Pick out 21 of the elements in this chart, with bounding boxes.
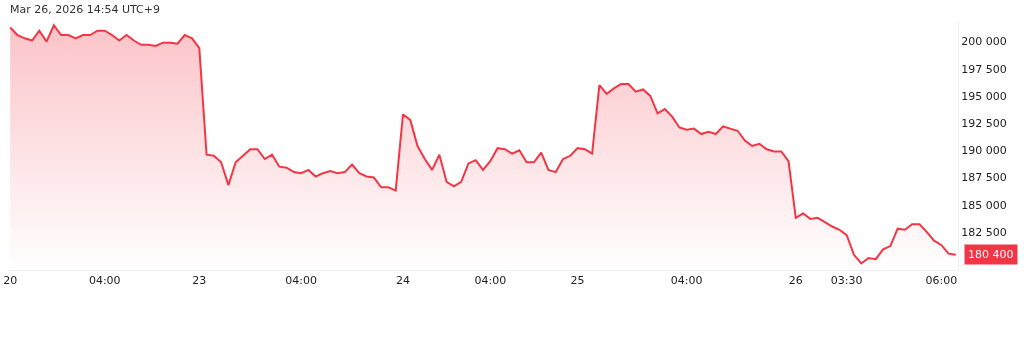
x-tick-label: 06:00 [925, 274, 958, 288]
x-tick-label: 20 [3, 274, 18, 288]
y-tick-label: 200 000 [961, 35, 1007, 49]
x-tick-label: 23 [192, 274, 207, 288]
x-tick-label: 04:00 [88, 274, 121, 288]
y-tick-label: 187 500 [961, 171, 1007, 185]
text: Mar 26, 2026 14:54 UTC+9 [10, 3, 160, 16]
y-tick-label: 192 500 [961, 117, 1007, 131]
x-tick-label: 04:00 [670, 274, 703, 288]
x-tick-label: 04:00 [474, 274, 507, 288]
y-tick-label: 197 500 [961, 62, 1007, 76]
x-tick-label: 26 [788, 274, 803, 288]
x-tick-label: 03:30 [830, 274, 863, 288]
x-tick-label: 24 [395, 274, 410, 288]
x-tick-label: 25 [570, 274, 585, 288]
text: 180 400 [968, 248, 1014, 261]
x-tick-label: 04:00 [285, 274, 317, 288]
y-tick-label: 185 000 [961, 198, 1007, 212]
y-tick-label: 190 000 [961, 144, 1007, 158]
y-tick-label: 182 500 [961, 225, 1007, 239]
y-tick-label: 195 000 [961, 89, 1007, 103]
